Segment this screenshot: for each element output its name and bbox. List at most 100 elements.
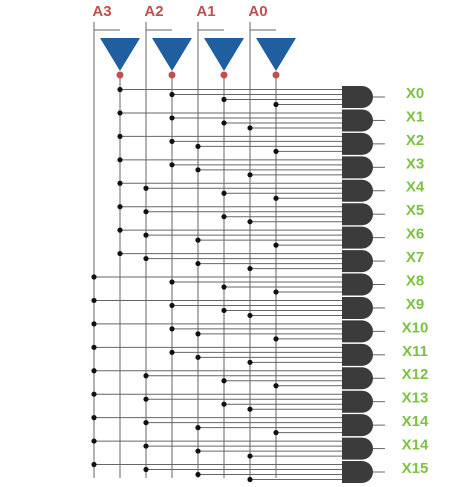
inverter-bubble: [168, 71, 176, 79]
input-label: A3: [92, 3, 111, 20]
junction: [195, 354, 201, 360]
junction: [143, 232, 149, 238]
junction: [273, 289, 279, 295]
output-label: X11: [402, 343, 428, 360]
and-gate: [342, 343, 373, 366]
junction: [117, 250, 123, 257]
and-gate: [342, 226, 373, 249]
junction: [273, 336, 279, 342]
junction: [117, 227, 123, 233]
junction: [143, 209, 149, 215]
and-gate: [342, 320, 373, 343]
junction: [169, 279, 175, 285]
junction: [273, 195, 279, 201]
junction: [221, 284, 227, 290]
inverter: [100, 38, 140, 71]
junction: [221, 401, 227, 407]
and-gate: [342, 203, 373, 226]
inverter: [204, 38, 244, 71]
output-label: X5: [406, 202, 424, 219]
junction: [195, 331, 201, 337]
output-label: X10: [402, 319, 429, 336]
junction: [195, 143, 201, 149]
junction: [143, 443, 149, 449]
junction: [195, 448, 201, 454]
junction: [247, 219, 253, 225]
junction: [143, 185, 149, 191]
junction: [195, 167, 201, 173]
junction: [143, 466, 149, 473]
junction: [91, 391, 97, 397]
and-gate: [342, 461, 373, 483]
junction: [169, 138, 175, 144]
junction: [169, 115, 175, 121]
junction: [195, 237, 201, 243]
junction: [117, 157, 123, 163]
and-gate: [342, 414, 373, 437]
inverter-bubble: [272, 71, 280, 79]
junction: [247, 453, 253, 459]
junction: [273, 101, 279, 108]
junction: [143, 373, 149, 379]
junction: [91, 438, 97, 444]
inverter: [152, 38, 192, 71]
junction: [221, 307, 227, 314]
output-label: X13: [402, 390, 429, 407]
and-gate: [342, 179, 373, 202]
input-label: A2: [144, 3, 163, 20]
input-label: A0: [248, 3, 267, 20]
output-label: X14: [402, 437, 429, 454]
junction: [143, 420, 149, 426]
junction: [91, 344, 97, 350]
junction: [247, 312, 253, 319]
output-label: X15: [402, 460, 429, 477]
junction: [117, 86, 123, 93]
junction: [273, 148, 279, 154]
junction: [143, 396, 149, 402]
junction: [273, 430, 279, 436]
junction: [169, 162, 175, 168]
and-gate: [342, 296, 373, 319]
inverter: [256, 38, 296, 71]
junction: [221, 120, 227, 126]
output-label: X12: [402, 366, 429, 383]
junction: [117, 133, 123, 139]
junction: [221, 378, 227, 384]
junction: [247, 406, 253, 412]
and-gate: [342, 437, 373, 460]
junction: [91, 415, 97, 421]
junction: [221, 96, 227, 103]
junction: [169, 91, 175, 98]
junction: [117, 180, 123, 186]
and-gate: [342, 156, 373, 179]
output-label: X4: [406, 179, 425, 196]
junction: [169, 326, 175, 332]
junction: [247, 265, 253, 272]
output-label: X7: [406, 249, 424, 266]
and-gate: [342, 86, 373, 108]
and-gate: [342, 109, 373, 132]
and-gate: [342, 273, 373, 296]
output-label: X2: [406, 132, 424, 149]
output-label: X1: [406, 108, 424, 125]
junction: [247, 172, 253, 178]
output-label: X6: [406, 226, 424, 243]
junction: [91, 274, 97, 280]
output-label: X8: [406, 272, 424, 289]
junction: [143, 255, 149, 262]
junction: [91, 297, 97, 304]
junction: [117, 110, 123, 116]
junction: [117, 204, 123, 210]
junction: [195, 260, 201, 267]
junction: [91, 461, 97, 468]
output-label: X0: [406, 85, 424, 102]
inverter-bubble: [116, 71, 124, 79]
junction: [169, 349, 175, 355]
and-gate: [342, 250, 373, 273]
junction: [247, 125, 253, 131]
junction: [169, 302, 175, 309]
junction: [195, 425, 201, 431]
junction: [247, 359, 253, 365]
and-gate: [342, 132, 373, 155]
